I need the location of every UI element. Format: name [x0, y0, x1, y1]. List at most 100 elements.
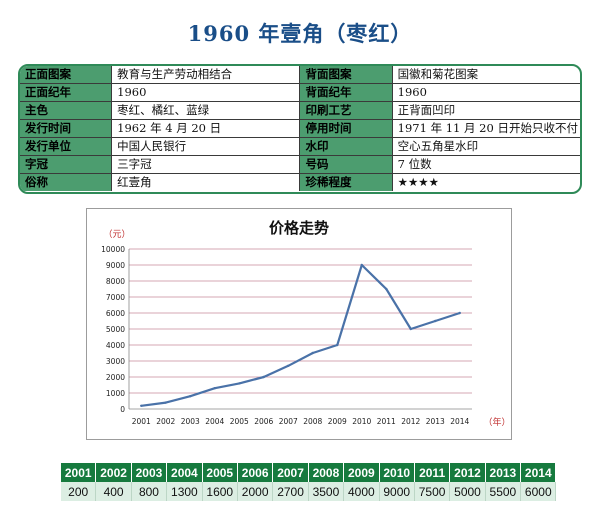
price-cell: 5000	[449, 482, 486, 501]
year-row: 2001 2002 2003 2004 2005 2006 2007 2008 2009 2010…	[61, 463, 557, 482]
info-label: 字冠	[20, 155, 113, 174]
year-cell: 2012	[449, 463, 486, 482]
x-tick-label: 2014	[450, 417, 469, 426]
y-axis-unit-label: （元）	[103, 229, 130, 240]
info-label: 印刷工艺	[299, 101, 393, 120]
x-tick-label: 2005	[230, 417, 249, 426]
y-tick-label: 4000	[106, 341, 125, 350]
info-value: 枣红、橘红、蓝绿	[111, 101, 301, 120]
x-tick-label: 2007	[279, 417, 298, 426]
price-cell: 7500	[414, 482, 451, 501]
y-tick-label: 1000	[106, 389, 125, 398]
price-cell: 1600	[202, 482, 238, 501]
info-label: 背面图案	[299, 66, 393, 84]
info-value: ★★★★	[391, 173, 580, 191]
price-cell: 9000	[379, 482, 415, 501]
x-axis-unit-label: （年）	[483, 416, 510, 428]
price-data-point	[336, 343, 339, 347]
price-data-point	[238, 382, 241, 385]
price-data-point	[287, 364, 290, 367]
price-data-point	[385, 287, 388, 291]
chart-svg: 价格走势 （元） 0 1000 2000 3000 4000 5000 6000 7000 8000…	[101, 219, 510, 428]
info-value: 空心五角星水印	[391, 137, 580, 156]
info-value: 1971 年 11 月 20 日开始只收不付	[391, 119, 580, 138]
x-tick-label: 2013	[426, 417, 445, 426]
info-row: 正面图案 教育与生产劳动相结合 背面图案 国徽和菊花图案	[20, 66, 580, 84]
price-cell: 4000	[343, 482, 380, 501]
x-tick-label: 2008	[303, 417, 322, 426]
year-cell: 2001	[61, 463, 97, 482]
info-label: 发行单位	[20, 137, 113, 156]
price-data-point	[189, 395, 192, 398]
year-cell: 2011	[414, 463, 451, 482]
info-value: 中国人民银行	[111, 137, 301, 156]
info-value: 教育与生产劳动相结合	[111, 66, 301, 84]
price-cell: 400	[95, 482, 132, 501]
x-tick-label: 2004	[205, 417, 224, 426]
price-data-point	[140, 404, 143, 407]
info-row: 发行单位 中国人民银行 水印 空心五角星水印	[20, 137, 580, 156]
price-data-point	[360, 263, 363, 267]
info-label: 背面纪年	[299, 83, 393, 102]
x-tick-label: 2012	[401, 417, 420, 426]
y-tick-label: 0	[120, 405, 125, 414]
info-value: 1960	[111, 83, 301, 102]
info-value: 1960	[391, 83, 580, 102]
x-tick-label: 2006	[254, 417, 273, 426]
price-trend-chart: 价格走势 （元） 0 1000 2000 3000 4000 5000 6000 7000 8000…	[86, 208, 512, 440]
page-title: 1960 年壹角（枣红）	[187, 21, 413, 46]
info-value: 国徽和菊花图案	[391, 66, 580, 84]
year-cell: 2013	[485, 463, 522, 482]
price-cell: 2700	[272, 482, 309, 501]
year-cell: 2008	[308, 463, 345, 482]
price-row: 200 400 800 1300 1600 2000 2700 3500 4000 9000 750…	[61, 482, 557, 501]
info-row: 正面纪年 1960 背面纪年 1960	[20, 83, 580, 102]
info-row: 发行时间 1962 年 4 月 20 日停用时间 1971 年 11 月 20 日开…	[20, 119, 580, 138]
info-label: 发行时间	[20, 119, 113, 138]
year-cell: 2002	[95, 463, 132, 482]
price-cell: 6000	[520, 482, 557, 501]
price-data-point	[434, 319, 437, 323]
info-label: 水印	[299, 137, 393, 156]
info-row: 字冠 三字冠 号码 7 位数	[20, 155, 580, 174]
y-tick-label: 8000	[106, 277, 125, 286]
year-cell: 2009	[343, 463, 380, 482]
info-label: 号码	[299, 155, 393, 174]
chart-title: 价格走势	[269, 219, 329, 237]
y-tick-label: 5000	[106, 325, 125, 334]
y-tick-label: 3000	[106, 357, 125, 366]
price-data-point	[458, 311, 461, 315]
info-value: 三字冠	[111, 155, 301, 174]
year-cell: 2004	[166, 463, 203, 482]
info-row: 主色 枣红、橘红、蓝绿 印刷工艺 正背面凹印	[20, 101, 580, 120]
info-value: 正背面凹印	[391, 101, 580, 120]
year-cell: 2006	[237, 463, 274, 482]
year-cell: 2003	[131, 463, 168, 482]
y-tick-label: 9000	[106, 261, 125, 270]
y-tick-label: 10000	[101, 245, 125, 254]
info-grid: 正面图案 教育与生产劳动相结合 背面图案 国徽和菊花图案 正面纪年 1960 背面纪年 196…	[20, 66, 580, 191]
info-label: 主色	[20, 101, 113, 120]
year-cell: 2014	[520, 463, 557, 482]
y-tick-label: 7000	[106, 293, 125, 302]
price-data-point	[311, 351, 314, 355]
x-tick-label: 2001	[132, 417, 151, 426]
info-label: 正面图案	[20, 66, 113, 84]
info-value: 7 位数	[391, 155, 580, 174]
price-series-line	[141, 263, 461, 407]
banknote-info-table: 正面图案 教育与生产劳动相结合 背面图案 国徽和菊花图案 正面纪年 1960 背面纪年 196…	[18, 64, 582, 194]
price-history-table: 2001 2002 2003 2004 2005 2006 2007 2008 2009 2010…	[61, 463, 557, 501]
x-tick-label: 2003	[181, 417, 200, 426]
year-cell: 2007	[272, 463, 309, 482]
x-tick-label: 2002	[156, 417, 175, 426]
price-cell: 3500	[308, 482, 345, 501]
info-label: 正面纪年	[20, 83, 113, 102]
x-tick-label: 2010	[352, 417, 371, 426]
info-label: 珍稀程度	[299, 173, 393, 191]
x-tick-label: 2011	[377, 417, 396, 426]
info-label: 停用时间	[299, 119, 393, 138]
price-cell: 800	[131, 482, 168, 501]
price-data-point	[213, 387, 216, 390]
price-cell: 200	[61, 482, 97, 501]
info-row: 俗称 红壹角 珍稀程度 ★★★★	[20, 173, 580, 191]
